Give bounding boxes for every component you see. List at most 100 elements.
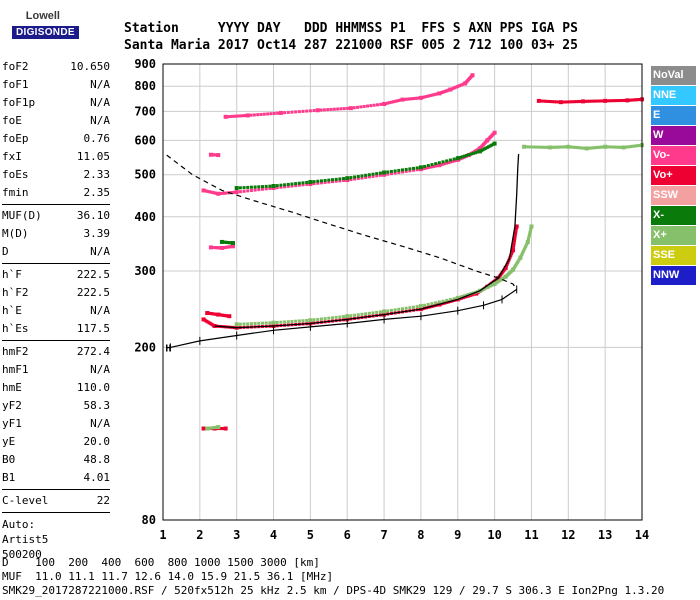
echo-point [226,115,230,119]
echo-point [375,172,379,176]
echo-point [276,111,280,115]
echo-point [294,182,298,186]
param-value: 222.5 [76,268,110,281]
x-tick-label: 4 [270,528,277,542]
profile-curves: H [165,154,520,354]
param-value: N/A [90,245,110,258]
echo-point [286,184,290,188]
echo-point [415,166,419,170]
polarization-legend: NoVal NNE E W Vo- Vo+ SSW X- X+ SSE NNW [651,66,696,286]
echo-point [329,107,333,111]
echo-point [400,97,405,102]
echo-point [225,191,229,195]
echo-point [441,299,445,303]
echo-point [519,254,523,258]
echo-point [238,322,242,326]
echo-point [510,252,514,256]
echo-point [402,97,406,101]
echo-point [525,145,529,149]
echo-point [228,115,232,119]
echo-point [423,303,427,307]
echo-point [231,190,235,194]
echo-point [418,165,423,170]
divider [2,489,110,490]
echo-point [441,162,445,166]
echo-point [364,175,368,179]
y-tick-labels: 80 200 300 400 500 600 700 800 900 [134,57,156,527]
echo-point [365,104,369,108]
echo-point [509,253,513,257]
echo-point [260,185,264,189]
echo-point [523,246,527,250]
echo-point [301,181,305,185]
echo-point [561,100,565,104]
echo-point [612,145,616,149]
echo-point [360,176,364,180]
echo-point [465,153,469,157]
echo-point [428,94,432,98]
header-labels: Station YYYY DAY DDD HHMMSS P1 FFS S AXN… [124,21,578,36]
echo-point [290,184,294,188]
x-tick-label: 11 [524,528,538,542]
echo-point [353,175,357,179]
legend-item: NNW [651,266,696,285]
echo-point [514,227,518,231]
divider [2,340,110,341]
echo-point [283,111,287,115]
echo-point [636,144,640,148]
echo-point [259,112,263,116]
echo-point [605,99,609,103]
echo-point [323,178,327,182]
echo-point [224,191,228,195]
x-tick-label: 1 [159,528,166,542]
echo-point [596,145,600,149]
echo-point [527,237,531,241]
x-tick-label: 6 [344,528,351,542]
echo-point [555,145,559,149]
echo-point [473,151,477,155]
echo-point [308,318,313,323]
echo-point [623,98,627,102]
echo-point [345,314,350,319]
echo-point [305,182,309,186]
echo-point [371,311,375,315]
echo-point [448,160,452,164]
echo-point [512,243,516,247]
echo-point [437,161,441,165]
echo-point [522,248,526,252]
echo-point [590,99,594,103]
echo-point [297,181,301,185]
echo-point [538,145,542,149]
echo-point [623,145,627,149]
echo-point [581,99,586,104]
echo-point [339,107,343,111]
echo-point [312,109,316,113]
echo-point [257,185,261,189]
param-value: 2.33 [83,168,111,181]
echo-point [290,182,294,186]
echo-point [330,316,334,320]
param-value: N/A [90,363,110,376]
param-value: N/A [90,78,110,91]
echo-point [278,110,283,115]
param-value: 272.4 [76,345,110,358]
echo-point [574,145,578,149]
echo-point [577,146,581,150]
echo-point [563,100,567,104]
profile-upper-dashed [166,154,518,290]
echo-point [437,300,441,304]
echo-point [230,114,234,118]
echo-point [386,170,390,174]
echo-point [439,163,443,167]
echo-point [264,187,268,191]
x-tick-label: 8 [417,528,424,542]
echo-point [603,144,608,149]
param-name: yF1 [2,417,22,430]
echo-point [349,176,353,180]
echo-point [353,177,357,181]
echo-point [216,191,221,196]
echo-point [364,173,368,177]
echo-point [367,173,371,177]
echo-point [315,108,320,113]
